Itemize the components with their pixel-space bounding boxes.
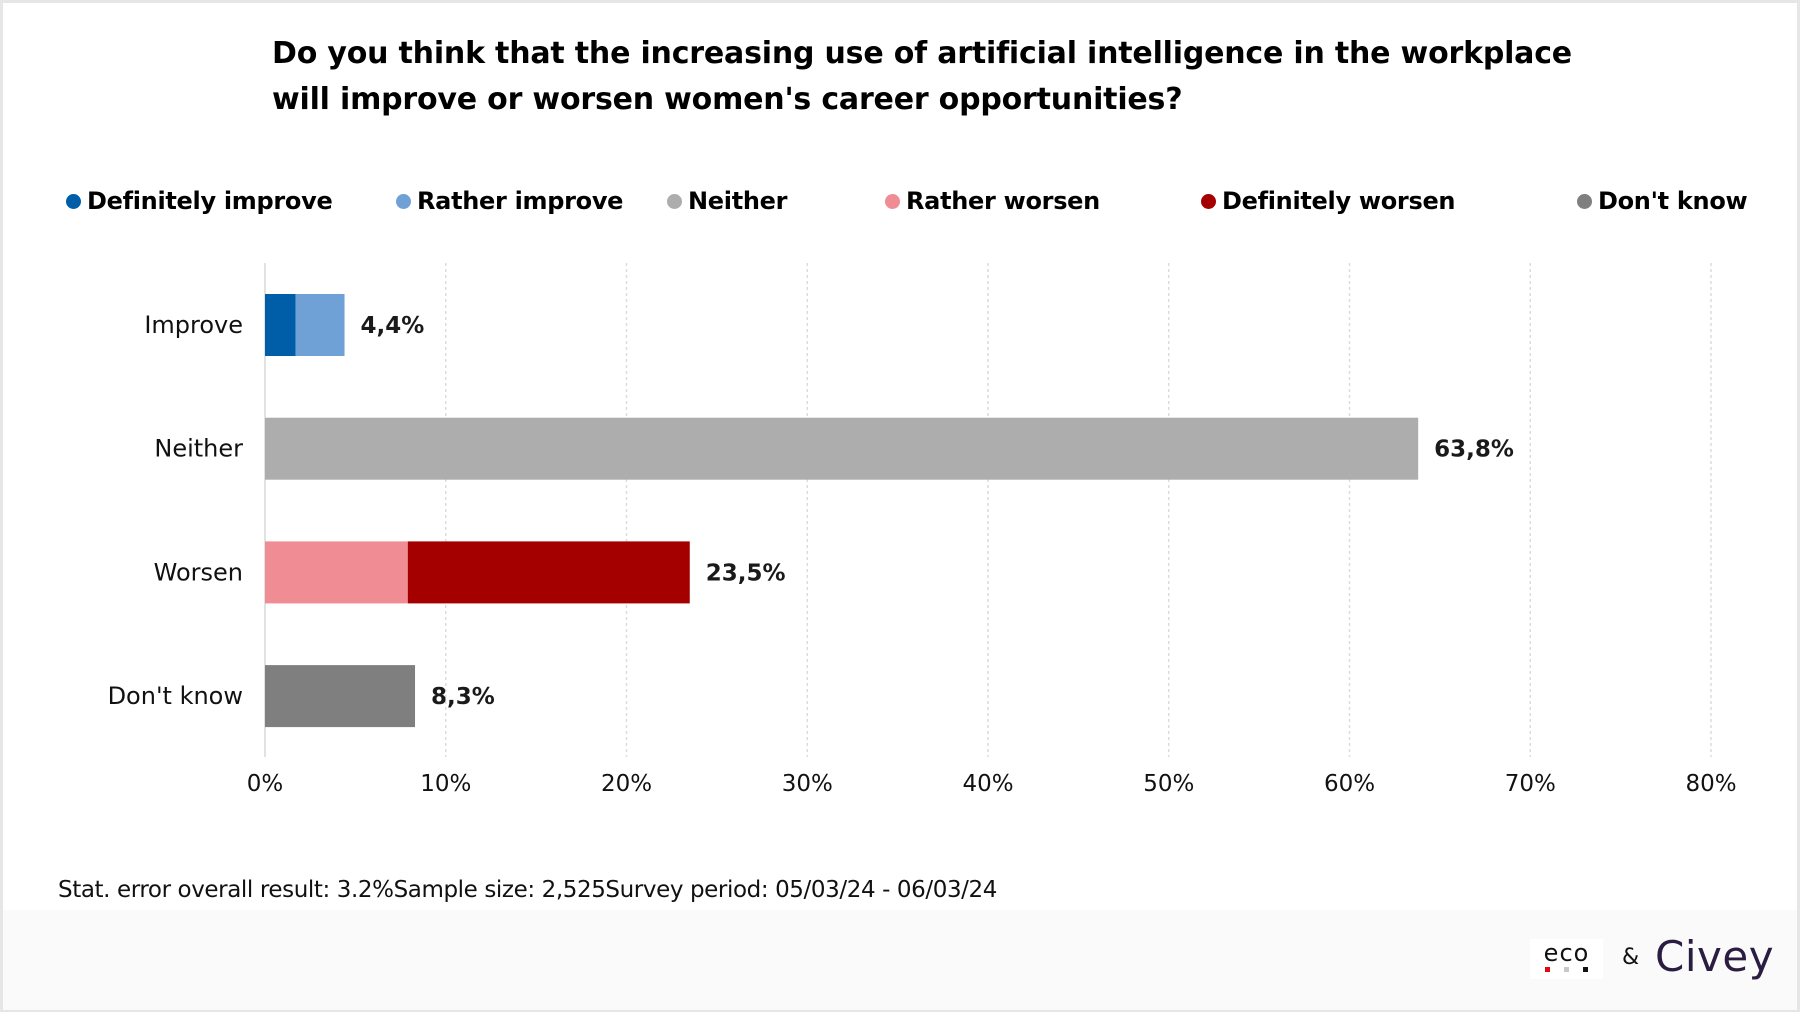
legend-item-rather-improve[interactable]: Rather improve bbox=[396, 185, 623, 217]
legend-item-definitely-improve[interactable]: Definitely improve bbox=[66, 185, 333, 217]
legend-dot-icon bbox=[1577, 193, 1592, 209]
category-labels: Improve Neither Worsen Don't know bbox=[108, 311, 244, 710]
legend-dot-icon bbox=[66, 193, 81, 209]
legend-label: Definitely worsen bbox=[1222, 187, 1456, 215]
x-tick-label: 10% bbox=[420, 771, 471, 797]
eco-logo-dot-black bbox=[1583, 967, 1588, 972]
x-tick-label: 40% bbox=[962, 771, 1013, 797]
legend-label: Rather improve bbox=[417, 187, 624, 215]
legend-label: Don't know bbox=[1598, 187, 1748, 215]
chart-title-line-2: will improve or worsen women's career op… bbox=[272, 82, 1183, 117]
category-label: Don't know bbox=[108, 682, 243, 710]
legend-label: Rather worsen bbox=[906, 187, 1100, 215]
eco-logo-dot-red bbox=[1545, 967, 1550, 972]
category-label: Improve bbox=[144, 311, 243, 339]
data-label: 4,4% bbox=[361, 313, 425, 339]
bar-segment-neither[interactable] bbox=[265, 417, 1419, 480]
category-label: Neither bbox=[154, 435, 243, 463]
data-label: 63,8% bbox=[1434, 437, 1514, 463]
chart-title: Do you think that the increasing use of … bbox=[272, 31, 1672, 123]
eco-logo-dot-gray bbox=[1564, 967, 1569, 972]
eco-logo-text: eco bbox=[1543, 939, 1590, 967]
x-tick-label: 80% bbox=[1685, 771, 1736, 797]
gridlines bbox=[264, 263, 1712, 757]
footer-band bbox=[3, 910, 1797, 1010]
data-label: 23,5% bbox=[706, 560, 786, 586]
x-axis-ticks: 0% 10% 20% 30% 40% 50% 60% 70% 80% bbox=[247, 771, 1737, 797]
legend-dot-icon bbox=[667, 193, 682, 209]
legend-dot-icon bbox=[396, 193, 411, 209]
category-label: Worsen bbox=[154, 558, 243, 586]
x-tick-label: 50% bbox=[1143, 771, 1194, 797]
legend-item-definitely-worsen[interactable]: Definitely worsen bbox=[1201, 185, 1456, 217]
x-tick-label: 70% bbox=[1505, 771, 1556, 797]
chart-title-line-1: Do you think that the increasing use of … bbox=[272, 36, 1572, 71]
legend-dot-icon bbox=[885, 193, 900, 209]
x-tick-label: 0% bbox=[247, 771, 284, 797]
data-label: 8,3% bbox=[431, 684, 495, 710]
legend-dot-icon bbox=[1201, 193, 1216, 209]
bar-segment-don-t-know[interactable] bbox=[265, 665, 416, 728]
bar-chart: Improve Neither Worsen Don't know 4,4% 63,8%… bbox=[108, 263, 1737, 797]
legend-item-dont-know[interactable]: Don't know bbox=[1577, 185, 1748, 217]
bar-segment-definitely-improve[interactable] bbox=[265, 294, 296, 356]
data-labels: 4,4% 63,8% 23,5% 8,3% bbox=[361, 313, 1514, 710]
x-tick-label: 60% bbox=[1324, 771, 1375, 797]
civey-logo: Civey bbox=[1655, 932, 1775, 981]
eco-logo: eco bbox=[1530, 939, 1603, 979]
logo-ampersand: & bbox=[1622, 945, 1640, 970]
bars bbox=[265, 294, 1419, 728]
bar-segment-definitely-worsen[interactable] bbox=[407, 541, 690, 604]
legend-label: Definitely improve bbox=[87, 187, 333, 215]
footnote: Stat. error overall result: 3.2%Sample s… bbox=[58, 877, 997, 903]
x-tick-label: 30% bbox=[782, 771, 833, 797]
legend-item-neither[interactable]: Neither bbox=[667, 185, 787, 217]
x-tick-label: 20% bbox=[601, 771, 652, 797]
legend-item-rather-worsen[interactable]: Rather worsen bbox=[885, 185, 1100, 217]
bar-segment-rather-improve[interactable] bbox=[295, 294, 345, 356]
bar-segment-rather-worsen[interactable] bbox=[265, 541, 408, 604]
legend-label: Neither bbox=[688, 187, 788, 215]
